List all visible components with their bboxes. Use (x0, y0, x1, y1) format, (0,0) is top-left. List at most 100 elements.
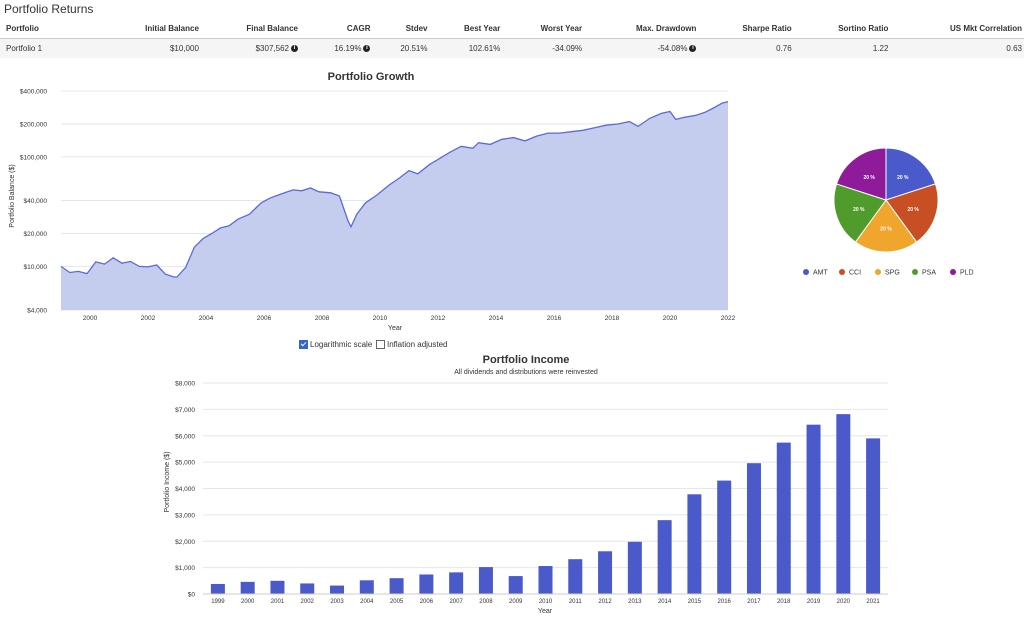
legend-item-psa[interactable]: PSA (922, 270, 936, 277)
cell-sharpe: 0.76 (699, 38, 795, 58)
allocation-pie-chart: 20 % 20 % 20 % 20 % 20 % AMT CCI SPG PSA PLD (803, 147, 974, 277)
pie-slice-cci[interactable] (885, 183, 939, 243)
legend-marker (950, 269, 956, 275)
bar-2001[interactable] (270, 580, 285, 594)
inflation-option[interactable]: Inflation adjusted (376, 340, 448, 349)
y-tick-label: $400,000 (20, 89, 47, 96)
x-tick-label: 2001 (271, 599, 285, 605)
x-tick-label: 2009 (509, 599, 523, 605)
x-tick-label: 2018 (605, 315, 620, 322)
x-tick-label: 2008 (479, 599, 493, 605)
col-final-balance: Final Balance (201, 20, 301, 39)
col-initial-balance: Initial Balance (99, 20, 202, 39)
bar-2002[interactable] (300, 583, 315, 594)
legend-marker (875, 269, 881, 275)
x-tick-label: 2018 (777, 599, 791, 605)
bar-2014[interactable] (657, 520, 672, 594)
col-sortino: Sortino Ratio (794, 20, 892, 39)
bar-2008[interactable] (478, 567, 493, 594)
income-x-axis-label: Year (538, 608, 553, 615)
legend-marker (912, 269, 918, 275)
pie-slice-label: 20 % (907, 207, 919, 213)
y-tick-label: $1,000 (175, 565, 195, 572)
final-balance-value: $307,562 (255, 44, 289, 53)
x-tick-label: 2005 (390, 599, 404, 605)
col-portfolio: Portfolio (0, 20, 99, 39)
x-tick-label: 2006 (420, 599, 434, 605)
info-icon[interactable]: i (689, 45, 697, 53)
inflation-checkbox[interactable] (376, 340, 385, 349)
y-tick-label: $10,000 (24, 264, 48, 271)
log-scale-checkbox[interactable] (299, 340, 308, 349)
returns-header-row: Portfolio Initial Balance Final Balance … (0, 20, 1024, 39)
bar-2020[interactable] (836, 414, 851, 594)
portfolio-growth-chart: Portfolio Growth $4,000 $10,000 $20,000 $40… (9, 71, 736, 332)
x-tick-label: 2007 (449, 599, 463, 605)
col-worst-year: Worst Year (503, 20, 586, 39)
cell-final-balance: $307,562 i (201, 38, 301, 58)
x-tick-label: 2004 (199, 315, 214, 322)
bar-2019[interactable] (806, 424, 821, 594)
legend-item-cci[interactable]: CCI (849, 270, 861, 277)
bar-2000[interactable] (240, 581, 255, 594)
log-scale-label: Logarithmic scale (310, 340, 373, 349)
returns-table: Portfolio Initial Balance Final Balance … (0, 20, 1024, 58)
y-tick-label: $8,000 (175, 381, 195, 388)
bar-2017[interactable] (746, 463, 761, 594)
y-tick-label: $3,000 (175, 512, 195, 519)
income-y-axis-label: Portfolio Income ($) (164, 451, 171, 512)
legend-marker (803, 269, 809, 275)
growth-line (60, 100, 729, 278)
growth-x-axis-label: Year (388, 325, 403, 332)
growth-chart-title: Portfolio Growth (328, 71, 415, 83)
cell-portfolio: Portfolio 1 (0, 38, 99, 58)
bar-2009[interactable] (508, 576, 523, 594)
pie-slice-label: 20 % (863, 175, 875, 181)
bar-2015[interactable] (687, 494, 702, 594)
bar-2007[interactable] (449, 572, 464, 594)
bar-2018[interactable] (776, 442, 791, 594)
x-tick-label: 2020 (837, 599, 851, 605)
portfolio-income-chart: Portfolio Income All dividends and distr… (164, 354, 888, 615)
pie-slice-amt[interactable] (885, 147, 937, 201)
info-icon[interactable]: i (363, 45, 371, 53)
log-scale-option[interactable]: Logarithmic scale (299, 340, 372, 349)
bar-1999[interactable] (210, 583, 225, 594)
income-chart-title: Portfolio Income (483, 354, 570, 366)
bar-2006[interactable] (419, 574, 434, 594)
pie-slice-psa[interactable] (833, 183, 887, 243)
bar-2011[interactable] (568, 559, 583, 594)
pie-slice-pld[interactable] (835, 147, 887, 201)
x-tick-label: 2012 (431, 315, 446, 322)
x-tick-label: 2020 (663, 315, 678, 322)
bar-2013[interactable] (627, 541, 642, 594)
y-tick-label: $7,000 (175, 407, 195, 414)
col-cagr: CAGR (300, 20, 374, 39)
col-sharpe: Sharpe Ratio (699, 20, 795, 39)
col-best-year: Best Year (430, 20, 504, 39)
bar-2005[interactable] (389, 578, 404, 594)
bar-2010[interactable] (538, 566, 553, 594)
legend-item-pld[interactable]: PLD (960, 270, 974, 277)
legend-item-amt[interactable]: AMT (813, 270, 829, 277)
bar-2003[interactable] (330, 585, 345, 594)
pie-slice-spg[interactable] (854, 199, 918, 253)
bar-2004[interactable] (359, 580, 374, 594)
cell-sortino: 1.22 (794, 38, 892, 58)
y-tick-label: $40,000 (24, 198, 48, 205)
bar-2021[interactable] (866, 438, 881, 594)
x-tick-label: 1999 (211, 599, 225, 605)
section-title: Portfolio Returns (4, 2, 94, 16)
col-stdev: Stdev (373, 20, 431, 39)
bar-2012[interactable] (598, 551, 613, 594)
info-icon[interactable]: i (290, 45, 298, 53)
x-tick-label: 2002 (301, 599, 315, 605)
y-tick-label: $20,000 (24, 231, 48, 238)
legend-item-spg[interactable]: SPG (885, 270, 900, 277)
y-tick-label: $6,000 (175, 433, 195, 440)
x-tick-label: 2015 (688, 599, 702, 605)
bar-2016[interactable] (717, 480, 732, 594)
y-tick-label: $5,000 (175, 460, 195, 467)
x-tick-label: 2021 (866, 599, 880, 605)
cagr-value: 16.19% (334, 44, 362, 53)
